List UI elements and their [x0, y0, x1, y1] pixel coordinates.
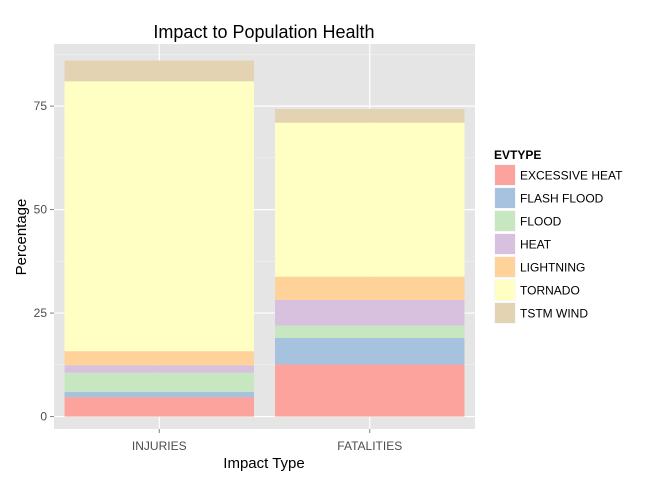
y-tick-label: 75 — [34, 99, 48, 113]
legend-label: HEAT — [520, 238, 552, 252]
bar-fatalities-tornado — [275, 122, 465, 277]
bar-injuries-lightning — [64, 351, 254, 366]
legend-key-tornado — [495, 280, 515, 300]
bar-injuries-flash-flood — [64, 391, 254, 398]
bar-fatalities-lightning — [275, 276, 465, 300]
chart-title: Impact to Population Health — [153, 22, 374, 42]
y-tick-label: 0 — [40, 410, 47, 424]
legend-label: FLASH FLOOD — [520, 192, 604, 206]
legend-label: TORNADO — [520, 284, 580, 298]
legend-label: TSTM WIND — [520, 307, 588, 321]
bar-injuries-excessive-heat — [64, 397, 254, 417]
x-axis-label: Impact Type — [223, 455, 304, 472]
legend-label: EXCESSIVE HEAT — [520, 169, 623, 183]
legend-label: LIGHTNING — [520, 261, 585, 275]
y-tick-label: 25 — [34, 306, 48, 320]
legend-title: EVTYPE — [494, 148, 541, 162]
legend-key-heat — [495, 234, 515, 254]
bar-fatalities-heat — [275, 299, 465, 326]
x-tick-label: INJURIES — [132, 439, 187, 453]
legend: EVTYPE EXCESSIVE HEAT FLASH FLOOD FLOOD HEA… — [493, 148, 623, 325]
y-axis-label: Percentage — [13, 199, 30, 276]
y-tick-label: 50 — [34, 203, 48, 217]
bar-fatalities-flash-flood — [275, 337, 465, 365]
bar-fatalities-excessive-heat — [275, 364, 465, 417]
x-tick-label: FATALITIES — [337, 439, 402, 453]
bar-injuries-tornado — [64, 81, 254, 352]
bar-injuries-flood — [64, 372, 254, 392]
legend-key-lightning — [495, 257, 515, 277]
bar-injuries-heat — [64, 365, 254, 373]
legend-label: FLOOD — [520, 215, 562, 229]
bar-fatalities-flood — [275, 325, 465, 338]
legend-key-tstm-wind — [495, 303, 515, 323]
bar-injuries-tstm-wind — [64, 60, 254, 82]
legend-key-flood — [495, 211, 515, 231]
legend-key-flash-flood — [495, 188, 515, 208]
bar-fatalities-tstm-wind — [275, 108, 465, 123]
plot-panel — [54, 44, 475, 429]
legend-key-excessive-heat — [495, 165, 515, 185]
